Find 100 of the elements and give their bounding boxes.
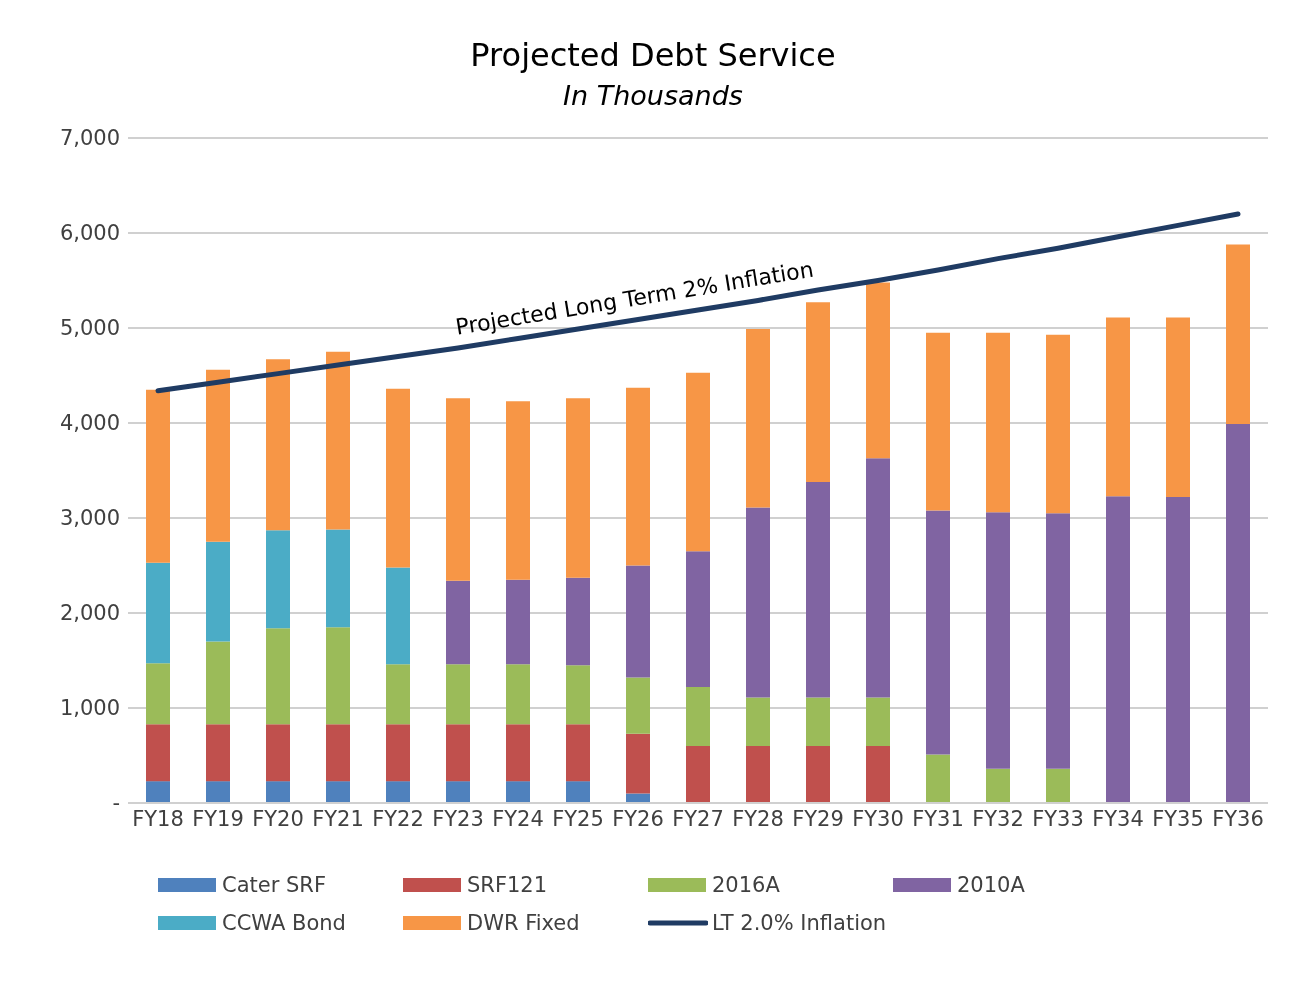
- bar: [1226, 244, 1250, 424]
- bar: [746, 697, 770, 746]
- bar: [326, 724, 350, 782]
- x-tick-label: FY21: [312, 806, 364, 831]
- bar: [326, 529, 350, 628]
- bar: [146, 389, 170, 563]
- bar: [1046, 768, 1070, 803]
- bar: [446, 724, 470, 782]
- bar: [326, 351, 350, 530]
- bar: [566, 398, 590, 578]
- bar: [206, 724, 230, 782]
- bar: [266, 724, 290, 782]
- x-tick-label: FY34: [1092, 806, 1144, 831]
- bar: [506, 724, 530, 782]
- bar: [746, 746, 770, 803]
- bar: [266, 628, 290, 725]
- annotation: Projected Long Term 2% Inflation: [453, 256, 816, 340]
- chart-title: Projected Debt Service: [469, 36, 837, 74]
- bar: [146, 663, 170, 725]
- x-tick-label: FY18: [132, 806, 184, 831]
- bar: [1106, 317, 1130, 497]
- bar: [206, 369, 230, 542]
- x-tick-label: FY19: [192, 806, 244, 831]
- bar: [1106, 496, 1130, 803]
- y-tick-label: 5,000: [59, 316, 120, 341]
- bar: [386, 664, 410, 725]
- legend-label: 2010A: [957, 873, 1025, 897]
- y-tick-label: -: [112, 791, 120, 816]
- y-tick-label: 6,000: [59, 221, 120, 246]
- bar: [266, 359, 290, 531]
- bar: [626, 565, 650, 678]
- bar: [1046, 513, 1070, 769]
- bar: [986, 768, 1010, 803]
- x-tick-label: FY35: [1152, 806, 1204, 831]
- legend-label: SRF121: [467, 873, 548, 897]
- bar: [866, 746, 890, 803]
- bar: [686, 746, 710, 803]
- x-tick-label: FY20: [252, 806, 304, 831]
- x-tick-label: FY27: [672, 806, 724, 831]
- bar: [1046, 334, 1070, 514]
- x-tick-label: FY24: [492, 806, 544, 831]
- bar: [566, 781, 590, 803]
- bar: [1226, 423, 1250, 803]
- bar: [146, 562, 170, 664]
- bar: [206, 781, 230, 803]
- bar: [986, 332, 1010, 513]
- x-tick-label: FY25: [552, 806, 604, 831]
- bar: [746, 328, 770, 508]
- bar: [146, 724, 170, 782]
- bar: [626, 733, 650, 794]
- bar: [686, 372, 710, 552]
- bar: [506, 664, 530, 725]
- y-tick-label: 7,000: [59, 126, 120, 151]
- bar: [446, 398, 470, 581]
- bar: [206, 641, 230, 725]
- bar: [1166, 497, 1190, 803]
- x-tick-label: FY36: [1212, 806, 1264, 831]
- bar: [626, 677, 650, 734]
- y-tick-label: 1,000: [59, 696, 120, 721]
- x-tick-label: FY30: [852, 806, 904, 831]
- y-tick-label: 4,000: [59, 411, 120, 436]
- bar: [506, 781, 530, 803]
- x-tick-label: FY22: [372, 806, 424, 831]
- bar: [386, 388, 410, 568]
- bar: [566, 665, 590, 725]
- bar: [866, 282, 890, 459]
- x-tick-label: FY26: [612, 806, 664, 831]
- bar: [866, 458, 890, 698]
- bar: [746, 507, 770, 698]
- bar: [446, 580, 470, 665]
- bar: [806, 697, 830, 746]
- bar: [626, 387, 650, 566]
- bar: [566, 724, 590, 782]
- bar: [326, 781, 350, 803]
- bar: [806, 302, 830, 482]
- bar: [206, 541, 230, 642]
- bar: [386, 724, 410, 782]
- bar: [146, 781, 170, 803]
- bar: [806, 746, 830, 803]
- bar: [866, 697, 890, 746]
- x-tick-label: FY29: [792, 806, 844, 831]
- legend-label: 2016A: [712, 873, 780, 897]
- x-tick-label: FY32: [972, 806, 1024, 831]
- legend-label: DWR Fixed: [467, 911, 580, 935]
- bar: [926, 332, 950, 511]
- bar: [506, 401, 530, 580]
- bar: [566, 577, 590, 666]
- bar: [386, 567, 410, 665]
- bar: [926, 754, 950, 803]
- chart-subtitle: In Thousands: [562, 80, 744, 111]
- bar: [686, 551, 710, 688]
- bar: [266, 781, 290, 803]
- legend-label: LT 2.0% Inflation: [712, 911, 887, 935]
- bar: [326, 627, 350, 725]
- bar: [446, 781, 470, 803]
- bar: [686, 687, 710, 746]
- x-tick-label: FY31: [912, 806, 964, 831]
- bar: [446, 664, 470, 725]
- bar: [386, 781, 410, 803]
- bar: [926, 510, 950, 755]
